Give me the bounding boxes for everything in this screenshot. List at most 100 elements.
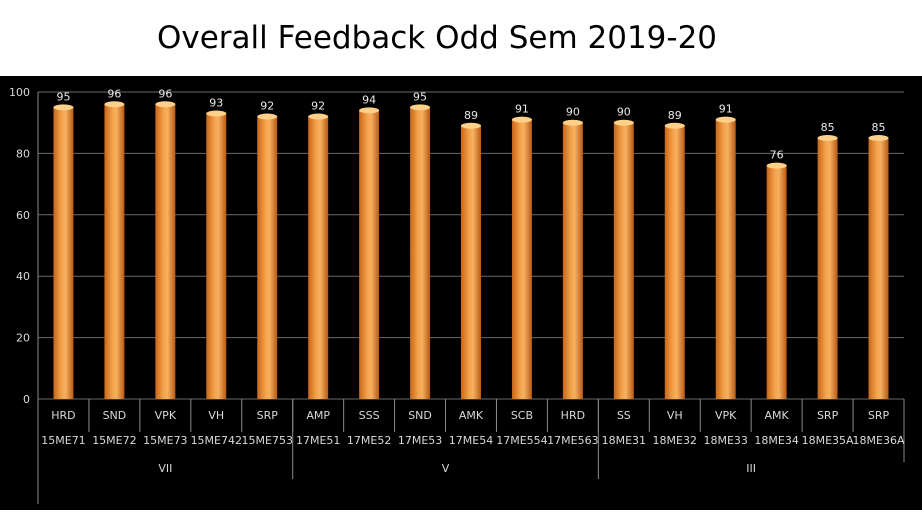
bar-top-cap (308, 113, 329, 120)
x-tick-label-course: 17ME563 (547, 434, 598, 447)
bar-group: 76 (766, 149, 787, 399)
bar (613, 122, 634, 399)
x-tick-label-course: 15ME72 (92, 434, 136, 447)
bar (206, 113, 227, 400)
y-tick-label: 60 (16, 209, 30, 222)
bar (562, 122, 583, 399)
x-tick-label-faculty: AMK (459, 409, 484, 422)
bar-group: 91 (715, 103, 736, 399)
bar-group: 91 (511, 103, 532, 399)
axes: 0 20 40 60 80 100 HRD 15ME71 SND 15ME72 VPK 15ME73 V… (9, 86, 905, 504)
bar (461, 125, 481, 399)
data-label: 95 (413, 90, 427, 103)
bar (715, 119, 736, 399)
bar-top-cap (461, 122, 481, 129)
data-label: 95 (56, 90, 70, 103)
bar-top-cap (613, 119, 634, 126)
x-tick-label-faculty: AMP (306, 409, 330, 422)
data-label: 91 (515, 103, 529, 116)
bar-group: 89 (461, 109, 481, 399)
bar (817, 138, 838, 400)
x-tick-label-course: 17ME51 (296, 434, 340, 447)
y-tick-label: 0 (23, 393, 30, 406)
data-label: 90 (617, 106, 631, 119)
bar-top-cap (359, 107, 380, 114)
x-tick-label-course: 17ME554 (496, 434, 547, 447)
bar-group: 95 (410, 90, 431, 399)
x-tick-label-faculty: AMK (765, 409, 790, 422)
bar (257, 116, 278, 399)
data-label: 96 (107, 87, 121, 100)
y-tick-label: 100 (9, 86, 30, 99)
bar-top-cap (104, 101, 125, 108)
bar (511, 119, 532, 399)
bar-group: 85 (817, 121, 838, 400)
group-label: V (442, 462, 450, 475)
data-label: 76 (770, 149, 784, 162)
x-tick-label-course: 18ME34 (754, 434, 798, 447)
bar-top-cap (511, 116, 532, 123)
x-tick-label-faculty: SRP (817, 409, 839, 422)
x-tick-label-course: 15ME71 (41, 434, 85, 447)
x-tick-label-course: 15ME73 (143, 434, 187, 447)
x-tick-label-faculty: SND (408, 409, 432, 422)
data-label: 94 (362, 93, 376, 106)
y-tick-label: 40 (16, 270, 30, 283)
x-tick-label-course: 17ME52 (347, 434, 391, 447)
bar-group: 92 (257, 100, 278, 399)
bar-group: 92 (308, 100, 329, 399)
x-tick-label-faculty: VPK (715, 409, 737, 422)
bar (155, 104, 176, 399)
bar-group: 96 (155, 87, 176, 399)
bar-top-cap (410, 104, 431, 111)
bar-top-cap (562, 119, 583, 126)
x-tick-label-faculty: VH (208, 409, 224, 422)
bar-top-cap (257, 113, 278, 120)
data-label: 90 (566, 106, 580, 119)
bar (664, 125, 685, 399)
data-label: 91 (719, 103, 733, 116)
x-tick-label-faculty: SND (103, 409, 127, 422)
data-label: 89 (464, 109, 478, 122)
bar-group: 90 (613, 106, 634, 399)
bar (53, 107, 74, 399)
x-tick-label-course: 17ME53 (398, 434, 442, 447)
y-tick-label: 20 (16, 332, 30, 345)
x-tick-label-course: 18ME32 (653, 434, 697, 447)
bar-group: 96 (104, 87, 125, 399)
bar-top-cap (868, 135, 889, 142)
data-label: 92 (311, 100, 325, 113)
x-tick-label-faculty: SS (617, 409, 631, 422)
bars: 95 96 96 93 92 92 94 95 89 91 90 90 89 91 76 85 85 (53, 87, 889, 400)
group-label: VII (158, 462, 172, 475)
chart-title: Overall Feedback Odd Sem 2019-20 (156, 20, 718, 56)
bar (410, 107, 431, 399)
bar-group: 93 (206, 96, 227, 400)
bar-top-cap (206, 110, 227, 117)
x-tick-label-course: 15ME742 (191, 434, 242, 447)
bar-group: 90 (562, 106, 583, 399)
x-tick-label-course: 18ME33 (703, 434, 747, 447)
bar-top-cap (664, 122, 685, 129)
bar-group: 89 (664, 109, 685, 399)
x-tick-label-course: 15ME753 (242, 434, 293, 447)
x-tick-label-faculty: SCB (511, 409, 533, 422)
x-tick-label-faculty: SRP (868, 409, 890, 422)
bar (308, 116, 329, 399)
bar (359, 110, 380, 400)
x-tick-label-course: 18ME36A (853, 434, 905, 447)
bar-group: 85 (868, 121, 889, 400)
bar-top-cap (766, 162, 787, 169)
x-tick-label-course: 18ME35A (802, 434, 854, 447)
x-tick-label-faculty: SRP (257, 409, 279, 422)
bar-chart: 95 96 96 93 92 92 94 95 89 91 90 90 89 91 76 85 85 0 20 40… (0, 76, 922, 510)
x-tick-label-faculty: HRD (561, 409, 585, 422)
x-tick-label-faculty: VPK (155, 409, 177, 422)
bar-top-cap (715, 116, 736, 123)
x-tick-label-course: 18ME31 (602, 434, 646, 447)
x-tick-label-faculty: SSS (359, 409, 380, 422)
bar (868, 138, 889, 400)
data-label: 85 (821, 121, 835, 134)
bar-top-cap (155, 101, 176, 108)
bar (104, 104, 125, 399)
